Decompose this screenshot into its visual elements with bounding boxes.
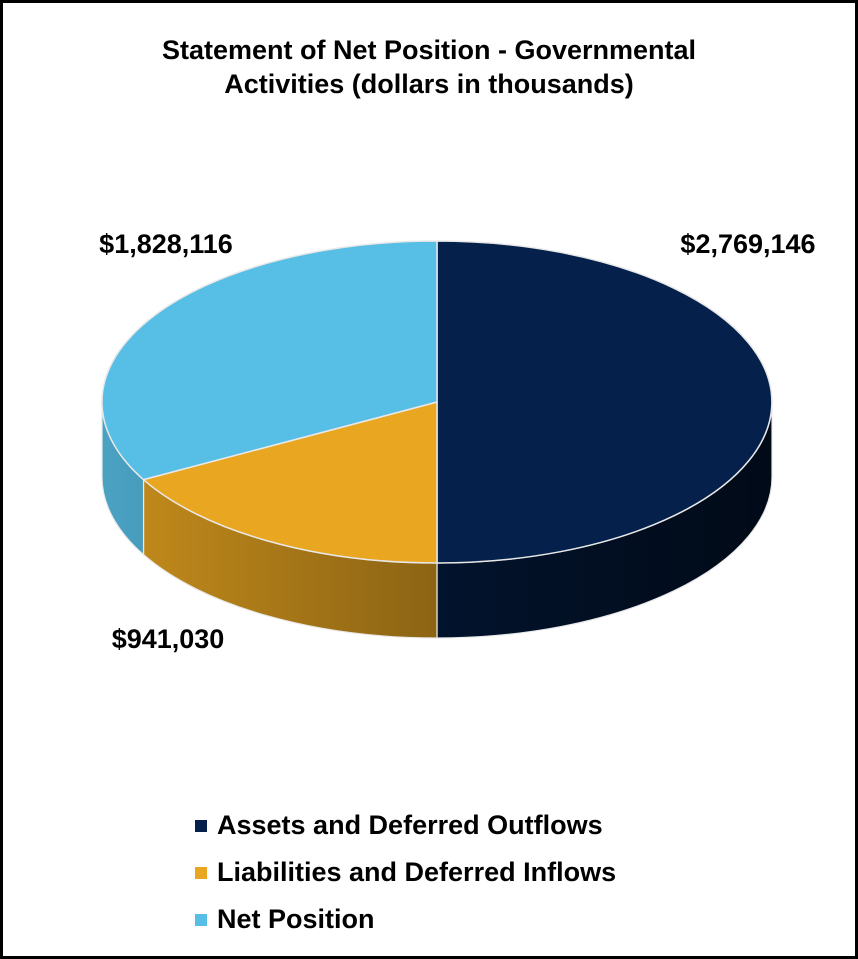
legend-swatch-net-position <box>195 913 207 926</box>
data-label-2: $1,828,116 <box>99 229 233 259</box>
legend-item-net-position: Net Position <box>195 896 616 943</box>
legend-swatch-liabilities <box>195 866 207 879</box>
chart-title: Statement of Net Position - Governmental… <box>3 33 855 101</box>
chart-title-line-1: Statement of Net Position - Governmental <box>161 35 697 65</box>
pie-slice-0 <box>436 240 773 564</box>
legend-swatch-assets <box>195 819 207 832</box>
legend-item-assets: Assets and Deferred Outflows <box>195 802 616 849</box>
legend-label-net-position: Net Position <box>217 904 375 934</box>
legend-label-assets: Assets and Deferred Outflows <box>217 810 603 840</box>
pie-slice-1 <box>142 401 438 564</box>
legend-item-liabilities: Liabilities and Deferred Inflows <box>195 849 616 896</box>
chart-title-line-2: Activities (dollars in thousands) <box>224 69 634 99</box>
chart-legend: Assets and Deferred Outflows Liabilities… <box>195 802 616 943</box>
pie-slice-2 <box>101 240 438 481</box>
data-label-1: $941,030 <box>112 624 225 654</box>
data-label-0: $2,769,146 <box>680 229 815 259</box>
legend-label-liabilities: Liabilities and Deferred Inflows <box>217 857 617 887</box>
